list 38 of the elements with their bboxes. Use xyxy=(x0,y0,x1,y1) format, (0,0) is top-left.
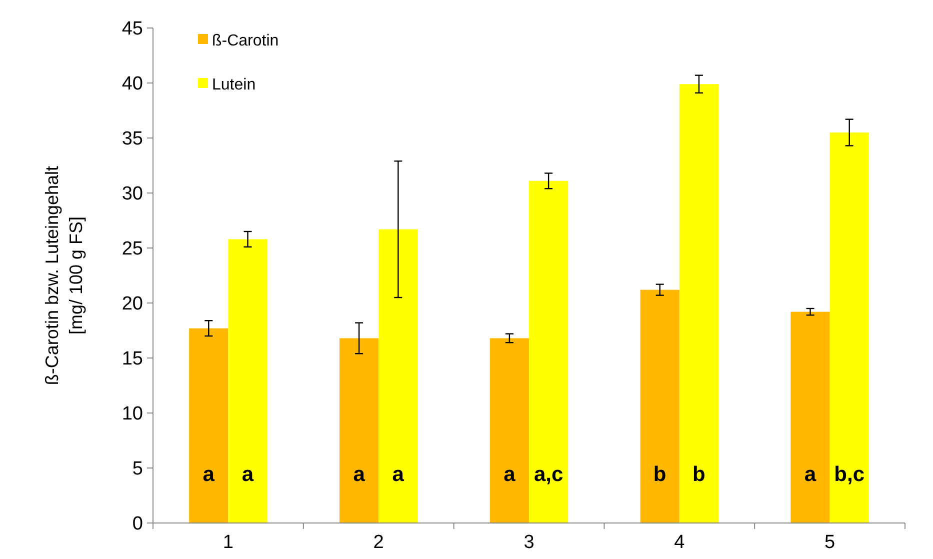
y-tick-label: 10 xyxy=(122,404,143,425)
data-label: a xyxy=(804,463,816,486)
x-tick-label: 2 xyxy=(373,532,384,553)
data-label: a xyxy=(353,463,366,486)
bar xyxy=(339,338,379,523)
data-label: b xyxy=(653,463,666,486)
data-label: a,c xyxy=(534,463,564,486)
data-label: a xyxy=(202,463,215,486)
bar xyxy=(679,84,719,523)
y-tick-label: 5 xyxy=(132,458,143,480)
y-tick-label: 15 xyxy=(122,348,143,370)
x-tick-label: 5 xyxy=(824,532,836,553)
legend-label: ß-Carotin xyxy=(212,32,279,50)
data-label: a xyxy=(392,463,404,486)
bar xyxy=(830,132,869,523)
legend-label: Lutein xyxy=(212,76,256,94)
y-tick-label: 40 xyxy=(122,74,143,95)
data-label: b xyxy=(692,463,706,486)
bar xyxy=(189,328,228,523)
x-tick-label: 1 xyxy=(222,532,234,553)
bar xyxy=(790,312,830,523)
bar xyxy=(640,290,680,523)
y-axis-title: ß-Carotin bzw. Luteingehalt [mg/ 100 g FS] xyxy=(42,166,86,386)
bar xyxy=(529,180,568,523)
y-tick-label: 20 xyxy=(122,294,143,315)
y-tick-label: 0 xyxy=(132,514,143,535)
y-tick-label: 30 xyxy=(122,184,143,205)
y-tick-label: 45 xyxy=(122,18,143,40)
bar xyxy=(378,229,418,523)
y-tick-label: 25 xyxy=(122,238,143,260)
x-tick-label: 4 xyxy=(674,532,686,553)
x-tick-label: 3 xyxy=(524,532,534,553)
data-label: a xyxy=(504,463,516,486)
bar xyxy=(490,338,529,523)
data-label: b,c xyxy=(834,463,865,486)
y-tick-label: 35 xyxy=(122,128,143,150)
bar xyxy=(228,239,268,523)
data-label: a xyxy=(242,463,254,486)
